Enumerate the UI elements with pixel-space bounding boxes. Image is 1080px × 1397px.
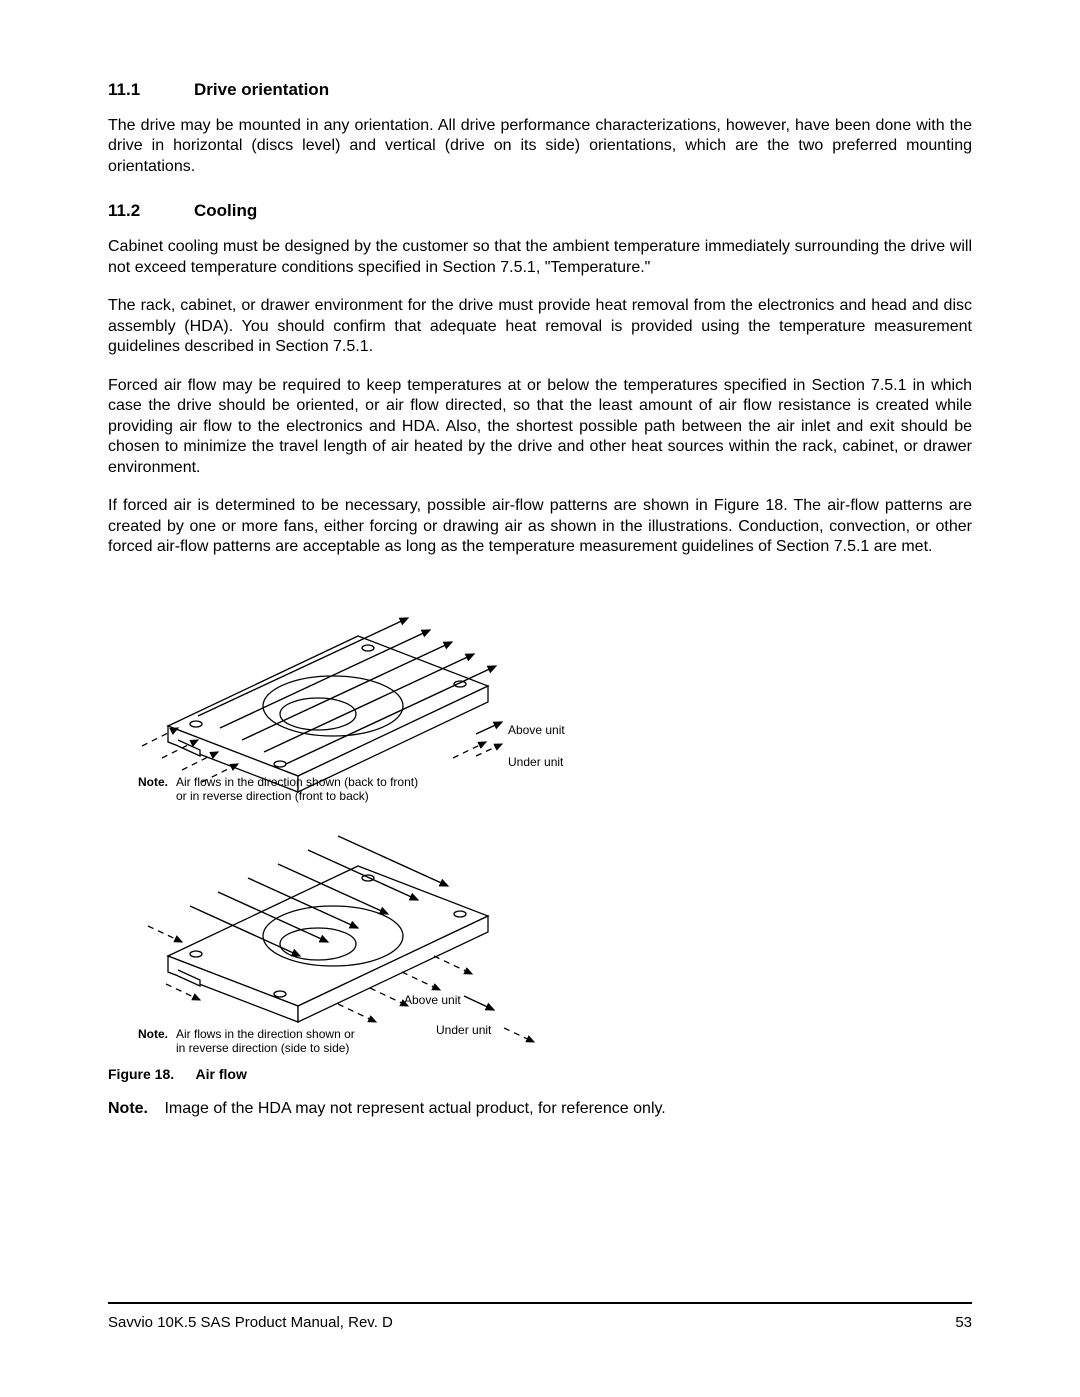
note-text: in reverse direction (side to side)	[176, 1041, 349, 1055]
footer-rule	[108, 1302, 972, 1304]
note-label: Note.	[138, 1027, 168, 1041]
label-under-unit: Under unit	[508, 755, 564, 769]
paragraph: Cabinet cooling must be designed by the …	[108, 237, 972, 278]
note-text: Image of the HDA may not represent actua…	[164, 1100, 665, 1117]
paragraph: If forced air is determined to be necess…	[108, 496, 972, 557]
note-text: Air flows in the direction shown (back t…	[176, 775, 418, 789]
note-label: Note.	[108, 1100, 148, 1117]
section-number: 11.1	[108, 80, 194, 100]
figure-caption-label: Figure 18.	[108, 1066, 174, 1082]
page-number: 53	[955, 1314, 972, 1331]
airflow-top-icon: Above unit Under unit Note. Air flows in…	[108, 576, 588, 806]
figure-caption: Figure 18. Air flow	[108, 1066, 972, 1082]
figure-caption-text: Air flow	[196, 1066, 247, 1082]
note-text: Air flows in the direction shown or	[176, 1027, 355, 1041]
airflow-bottom-icon: Above unit Under unit Note. Air flows in…	[108, 806, 588, 1056]
paragraph: Forced air flow may be required to keep …	[108, 376, 972, 478]
label-above-unit: Above unit	[404, 993, 461, 1007]
section-number: 11.2	[108, 201, 194, 221]
footer-title: Savvio 10K.5 SAS Product Manual, Rev. D	[108, 1314, 393, 1331]
section-title: Drive orientation	[194, 80, 329, 100]
page-note: Note. Image of the HDA may not represent…	[108, 1100, 972, 1118]
note-label: Note.	[138, 775, 168, 789]
paragraph: The drive may be mounted in any orientat…	[108, 116, 972, 177]
section-title: Cooling	[194, 201, 257, 221]
label-above-unit: Above unit	[508, 723, 565, 737]
note-text: or in reverse direction (front to back)	[176, 789, 369, 803]
paragraph: The rack, cabinet, or drawer environment…	[108, 296, 972, 357]
label-under-unit: Under unit	[436, 1023, 492, 1037]
figure-airflow: Above unit Under unit Note. Air flows in…	[108, 576, 972, 1082]
